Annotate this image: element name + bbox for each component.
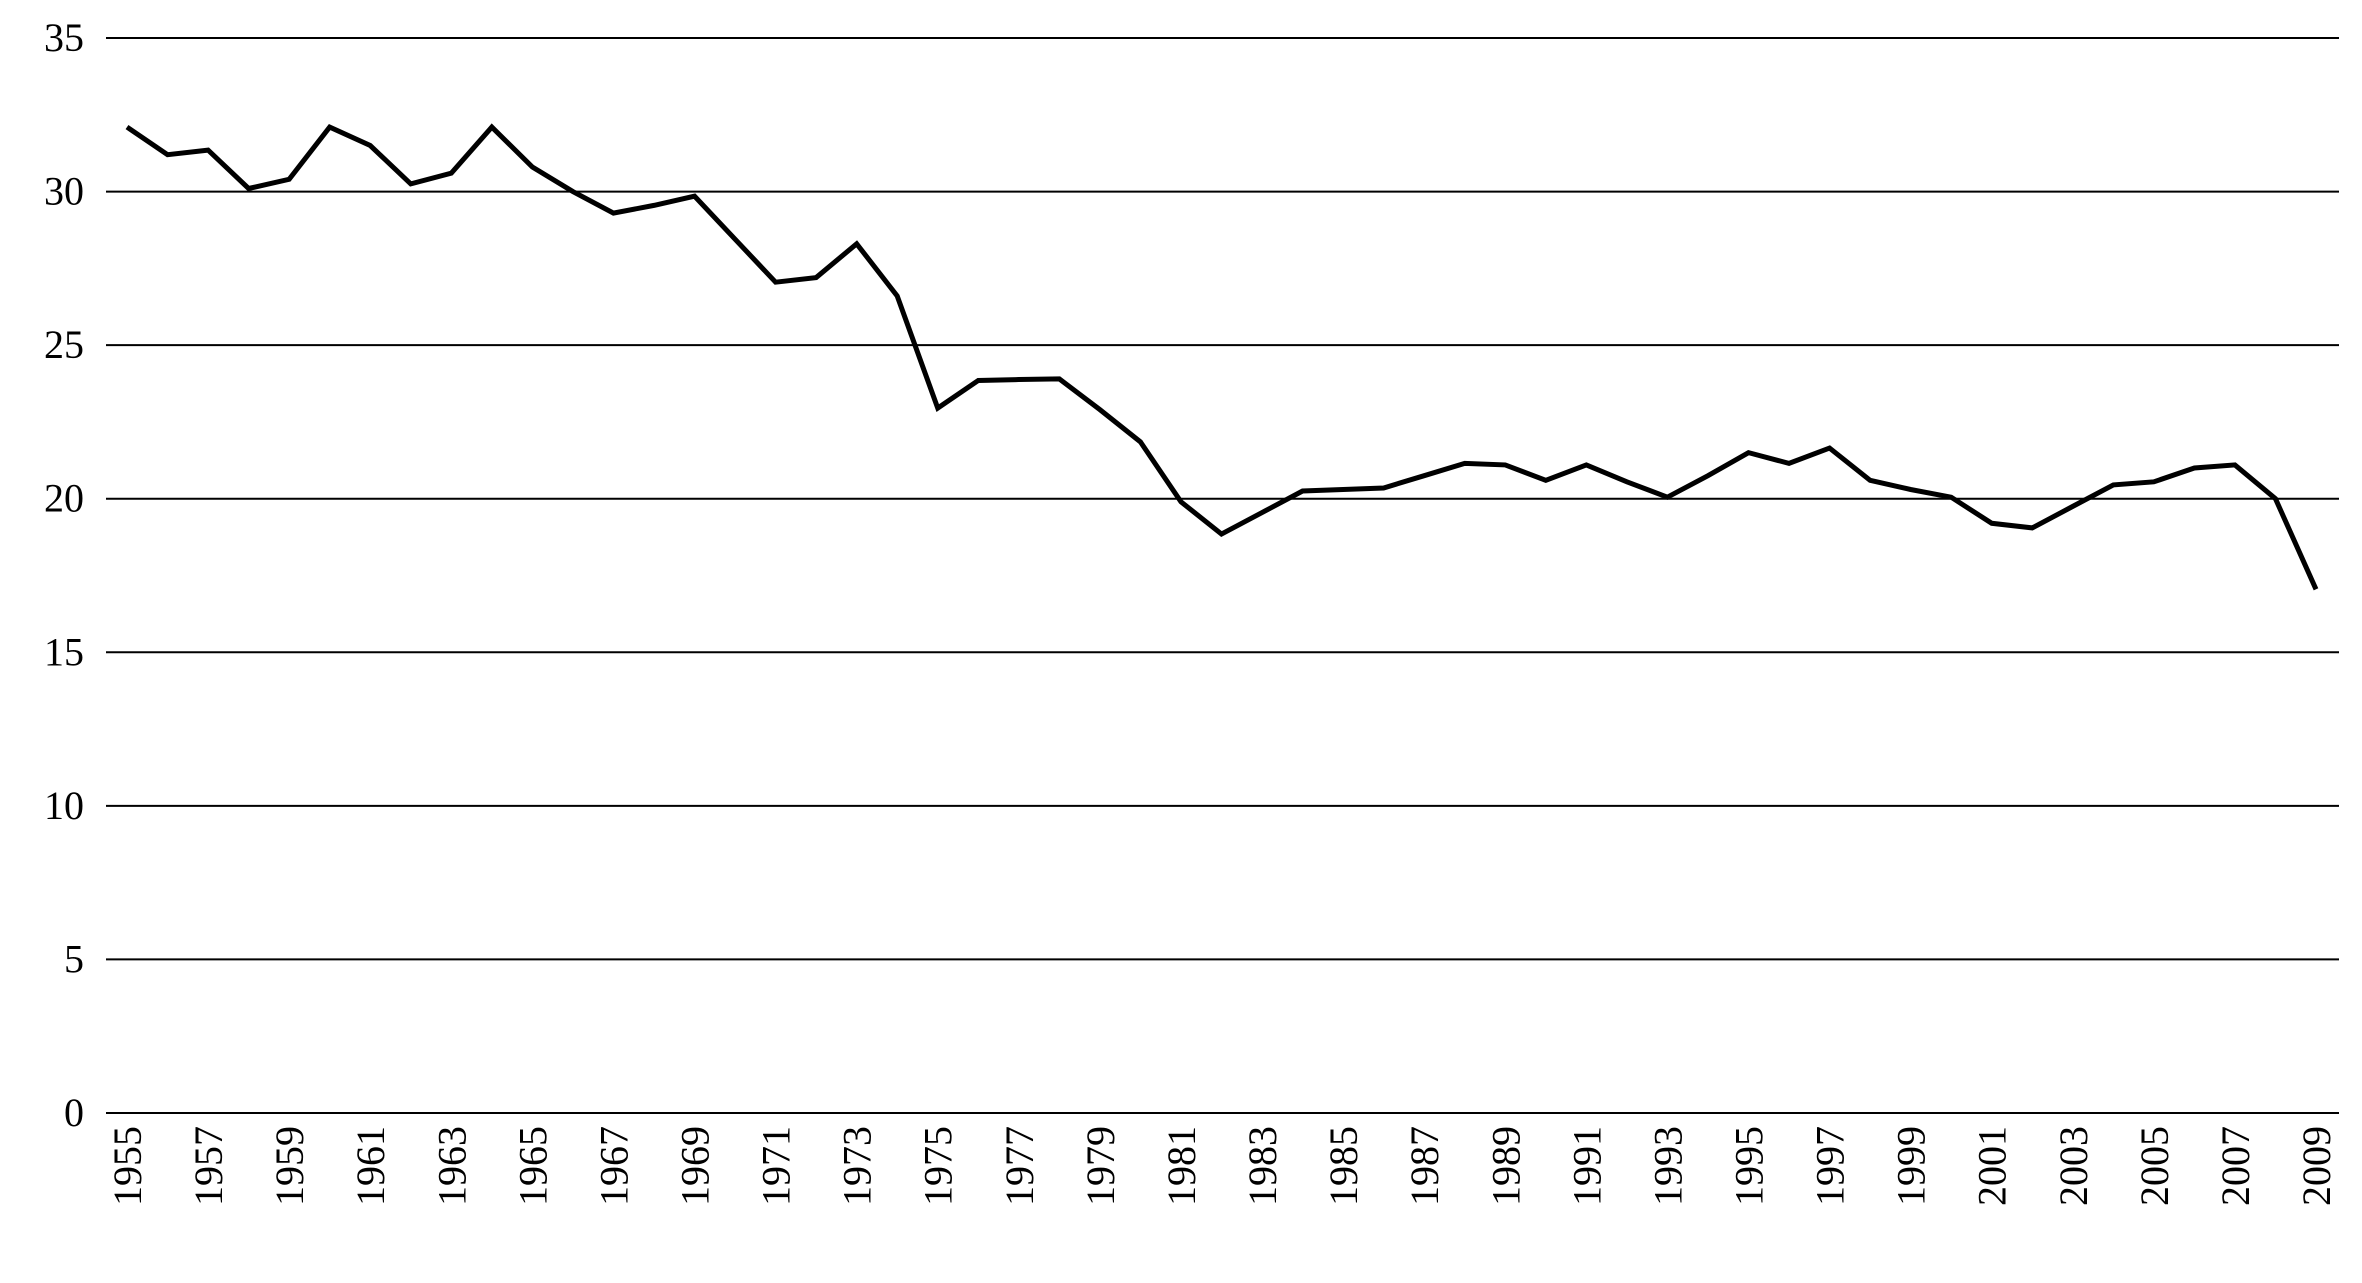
x-tick-label: 1957 (186, 1126, 231, 1206)
x-tick-label: 1995 (1726, 1126, 1771, 1206)
y-tick-label: 0 (64, 1090, 84, 1135)
x-tick-label: 1963 (429, 1126, 474, 1206)
x-tick-label: 1959 (267, 1126, 312, 1206)
x-tick-label: 1967 (591, 1126, 636, 1206)
x-tick-label: 1981 (1159, 1126, 1204, 1206)
y-tick-label: 35 (44, 15, 84, 60)
x-tick-label: 1969 (673, 1126, 718, 1206)
y-tick-label: 20 (44, 476, 84, 521)
x-tick-label: 1965 (510, 1126, 555, 1206)
x-tick-label: 1999 (1889, 1126, 1934, 1206)
x-tick-label: 1997 (1808, 1126, 1853, 1206)
y-tick-label: 10 (44, 783, 84, 828)
x-tick-label: 1983 (1240, 1126, 1285, 1206)
x-tick-label: 1961 (348, 1126, 393, 1206)
y-tick-label: 15 (44, 629, 84, 674)
x-tick-label: 1993 (1645, 1126, 1690, 1206)
x-tick-label: 1975 (916, 1126, 961, 1206)
y-tick-label: 25 (44, 322, 84, 367)
y-tick-label: 30 (44, 169, 84, 214)
x-tick-label: 1979 (1078, 1126, 1123, 1206)
x-tick-label: 1971 (754, 1126, 799, 1206)
x-tick-label: 1987 (1402, 1126, 1447, 1206)
y-tick-label: 5 (64, 936, 84, 981)
x-tick-label: 1991 (1564, 1126, 1609, 1206)
x-tick-label: 1989 (1483, 1126, 1528, 1206)
x-tick-label: 1977 (997, 1126, 1042, 1206)
x-tick-label: 2001 (1970, 1126, 2015, 1206)
x-tick-label: 1973 (835, 1126, 880, 1206)
x-tick-label: 2003 (2051, 1126, 2096, 1206)
x-tick-label: 1985 (1321, 1126, 1366, 1206)
x-tick-label: 2007 (2213, 1126, 2258, 1206)
data-line (125, 123, 2319, 591)
x-tick-label: 2005 (2132, 1126, 2177, 1206)
x-tick-label: 2009 (2294, 1126, 2339, 1206)
x-tick-label: 1955 (105, 1126, 150, 1206)
